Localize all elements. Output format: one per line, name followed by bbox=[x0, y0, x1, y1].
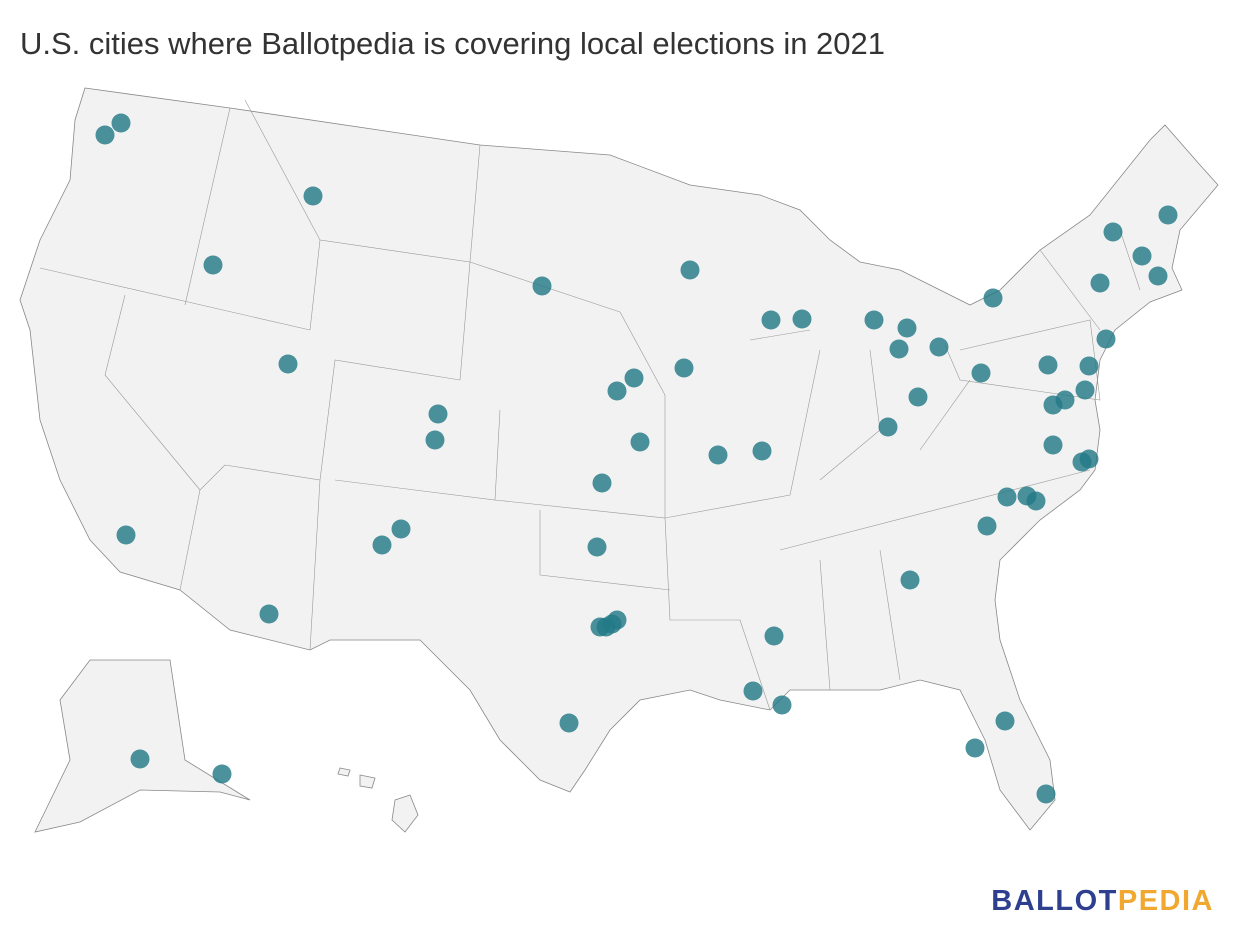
city-marker bbox=[1148, 266, 1168, 286]
city-marker bbox=[900, 570, 920, 590]
city-marker bbox=[995, 711, 1015, 731]
city-marker bbox=[743, 681, 763, 701]
city-marker bbox=[761, 310, 781, 330]
city-marker bbox=[95, 125, 115, 145]
city-marker bbox=[878, 417, 898, 437]
city-marker bbox=[864, 310, 884, 330]
city-marker bbox=[1038, 355, 1058, 375]
city-marker bbox=[971, 363, 991, 383]
logo-second: PEDIA bbox=[1118, 885, 1214, 917]
city-marker bbox=[792, 309, 812, 329]
city-marker bbox=[1096, 329, 1116, 349]
city-marker bbox=[425, 430, 445, 450]
city-marker bbox=[708, 445, 728, 465]
city-marker bbox=[1103, 222, 1123, 242]
city-marker bbox=[587, 537, 607, 557]
city-marker bbox=[764, 626, 784, 646]
city-marker bbox=[897, 318, 917, 338]
city-marker bbox=[624, 368, 644, 388]
city-marker bbox=[965, 738, 985, 758]
city-marker bbox=[1043, 395, 1063, 415]
map-shapes bbox=[19, 87, 1219, 833]
city-marker bbox=[111, 113, 131, 133]
city-marker bbox=[130, 749, 150, 769]
city-marker bbox=[752, 441, 772, 461]
map-title: U.S. cities where Ballotpedia is coverin… bbox=[20, 26, 885, 61]
city-marker bbox=[212, 764, 232, 784]
city-marker bbox=[592, 473, 612, 493]
city-marker bbox=[428, 404, 448, 424]
city-marker bbox=[1079, 449, 1099, 469]
logo-first: BALLOT bbox=[991, 885, 1118, 917]
city-marker bbox=[259, 604, 279, 624]
city-marker bbox=[607, 381, 627, 401]
city-marker bbox=[1043, 435, 1063, 455]
city-marker bbox=[997, 487, 1017, 507]
logo: BALLOTPEDIA bbox=[991, 885, 1214, 917]
city-marker bbox=[1036, 784, 1056, 804]
city-marker bbox=[977, 516, 997, 536]
city-marker bbox=[559, 713, 579, 733]
city-marker bbox=[929, 337, 949, 357]
alaska bbox=[34, 659, 251, 833]
city-marker bbox=[983, 288, 1003, 308]
city-marker bbox=[772, 695, 792, 715]
city-marker bbox=[532, 276, 552, 296]
city-marker bbox=[1026, 491, 1046, 511]
city-marker bbox=[680, 260, 700, 280]
city-marker bbox=[372, 535, 392, 555]
city-marker bbox=[1075, 380, 1095, 400]
contiguous-us bbox=[19, 87, 1219, 831]
city-markers bbox=[95, 113, 1178, 804]
city-marker bbox=[391, 519, 411, 539]
city-marker bbox=[1132, 246, 1152, 266]
city-marker bbox=[607, 610, 627, 630]
city-marker bbox=[303, 186, 323, 206]
city-marker bbox=[908, 387, 928, 407]
city-marker bbox=[630, 432, 650, 452]
city-marker bbox=[116, 525, 136, 545]
city-marker bbox=[1158, 205, 1178, 225]
hawaii bbox=[337, 767, 419, 833]
city-marker bbox=[674, 358, 694, 378]
city-marker bbox=[278, 354, 298, 374]
city-marker bbox=[203, 255, 223, 275]
city-marker bbox=[889, 339, 909, 359]
city-marker bbox=[1090, 273, 1110, 293]
city-marker bbox=[1079, 356, 1099, 376]
